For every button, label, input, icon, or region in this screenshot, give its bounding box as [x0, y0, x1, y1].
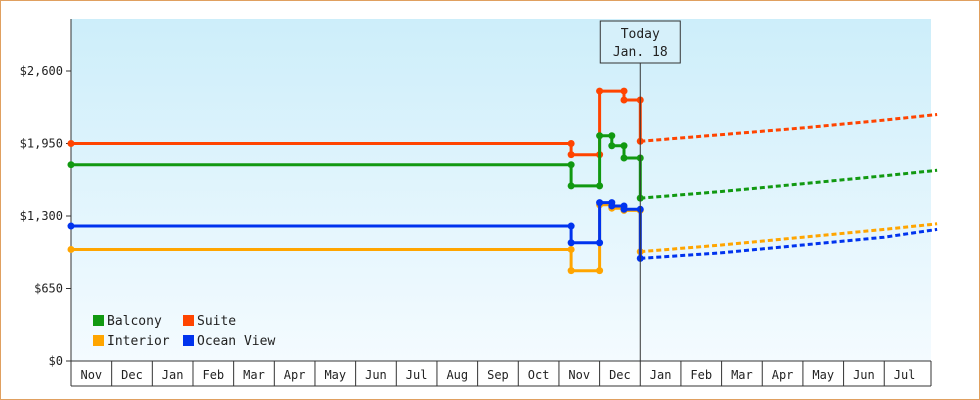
legend-swatch [183, 335, 194, 346]
x-tick-label: Oct [528, 368, 550, 382]
legend-item: Balcony [93, 314, 162, 329]
x-tick-label: Aug [446, 368, 468, 382]
series-point [596, 87, 604, 95]
series-ocean-view [67, 199, 938, 262]
y-tick-label: $650 [34, 282, 63, 296]
series-point [567, 161, 575, 169]
x-tick-label: Mar [731, 368, 753, 382]
series-point [620, 87, 628, 95]
series-forecast-line [640, 113, 938, 143]
legend-label: Balcony [107, 314, 162, 329]
series-point [567, 245, 575, 253]
x-tick-label: Feb [690, 368, 712, 382]
series-point [67, 140, 75, 147]
x-tick-label: Nov [80, 368, 102, 382]
x-tick-label: Jul [406, 368, 428, 382]
legend-label: Suite [197, 314, 236, 329]
legend-swatch [93, 315, 104, 326]
today-label: Today [621, 27, 660, 42]
x-tick-label: Jun [365, 368, 387, 382]
series-forecast-line [640, 222, 938, 254]
x-tick-label: Jul [894, 368, 916, 382]
y-tick-label: $1,950 [20, 137, 63, 151]
series-forecast-line [640, 227, 938, 260]
series-point [567, 182, 575, 190]
today-box [599, 20, 681, 64]
series-layer [67, 87, 938, 275]
x-tick-label: Dec [609, 368, 631, 382]
series-point [567, 222, 575, 230]
series-point [596, 132, 604, 140]
legend-swatch [183, 315, 194, 326]
series-point [67, 245, 75, 253]
legend-item: Suite [183, 314, 236, 329]
x-tick-label: Mar [243, 368, 265, 382]
y-axis: $0 $650 $1,300 $1,950 $2,600 [20, 19, 72, 368]
x-tick-label: Apr [772, 368, 794, 382]
today-marker: Today Jan. 18 [599, 20, 681, 361]
x-tick-label: Nov [568, 368, 590, 382]
x-tick-label: May [324, 368, 346, 382]
x-tick-label: Jan [162, 368, 184, 382]
series-point [567, 267, 575, 275]
x-tick-label: Feb [202, 368, 224, 382]
x-axis: Nov Dec Jan Feb Mar Apr May Jun Jul Aug Sep Oct Nov D… [70, 360, 932, 387]
series-forecast-line [640, 168, 938, 200]
series-point [567, 140, 575, 147]
series-point [620, 154, 628, 162]
series-point [620, 142, 628, 150]
series-point [608, 202, 616, 210]
series-point [596, 267, 604, 275]
x-tick-label: May [812, 368, 834, 382]
series-point [567, 239, 575, 247]
legend-label: Ocean View [197, 334, 275, 349]
legend: Balcony Suite Interior Ocean View [93, 314, 275, 349]
series-point [567, 151, 575, 159]
today-date: Jan. 18 [613, 45, 668, 60]
y-tick-label: $0 [49, 354, 63, 368]
series-point [596, 182, 604, 190]
x-tick-label: Jan [650, 368, 672, 382]
legend-swatch [93, 335, 104, 346]
x-tick-label: Sep [487, 368, 509, 382]
series-point [596, 239, 604, 247]
legend-item: Interior [93, 334, 170, 349]
x-tick-label: Apr [284, 368, 306, 382]
series-point [620, 205, 628, 213]
legend-label: Interior [107, 334, 170, 349]
series-point [596, 199, 604, 207]
y-tick-label: $2,600 [20, 64, 63, 78]
series-point [608, 132, 616, 140]
y-tick-label: $1,300 [20, 209, 63, 223]
series-point [608, 142, 616, 150]
series-point [67, 222, 75, 230]
legend-item: Ocean View [183, 334, 275, 349]
x-tick-label: Dec [121, 368, 143, 382]
series-point [67, 161, 75, 169]
series-balcony [67, 132, 938, 202]
x-tick-label: Jun [853, 368, 875, 382]
series-point [620, 96, 628, 104]
plot-area [71, 19, 931, 361]
